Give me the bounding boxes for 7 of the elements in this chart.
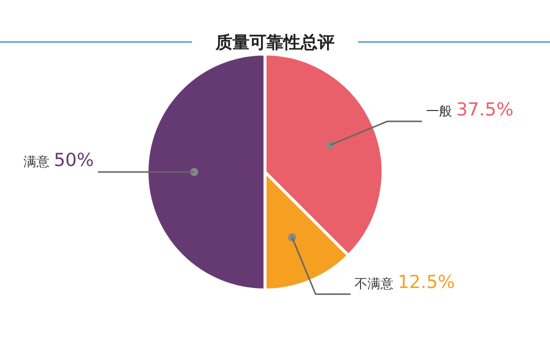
data-label: 12.5% — [398, 272, 455, 294]
data-label: 50% — [54, 150, 94, 171]
slice-label: 一般 — [426, 104, 456, 120]
slice-label: 不满意 — [354, 277, 398, 292]
chart-title: 质量可靠性总评 — [214, 33, 334, 53]
data-label: 37.5% — [456, 99, 514, 120]
slice-label: 满意 — [24, 155, 54, 170]
